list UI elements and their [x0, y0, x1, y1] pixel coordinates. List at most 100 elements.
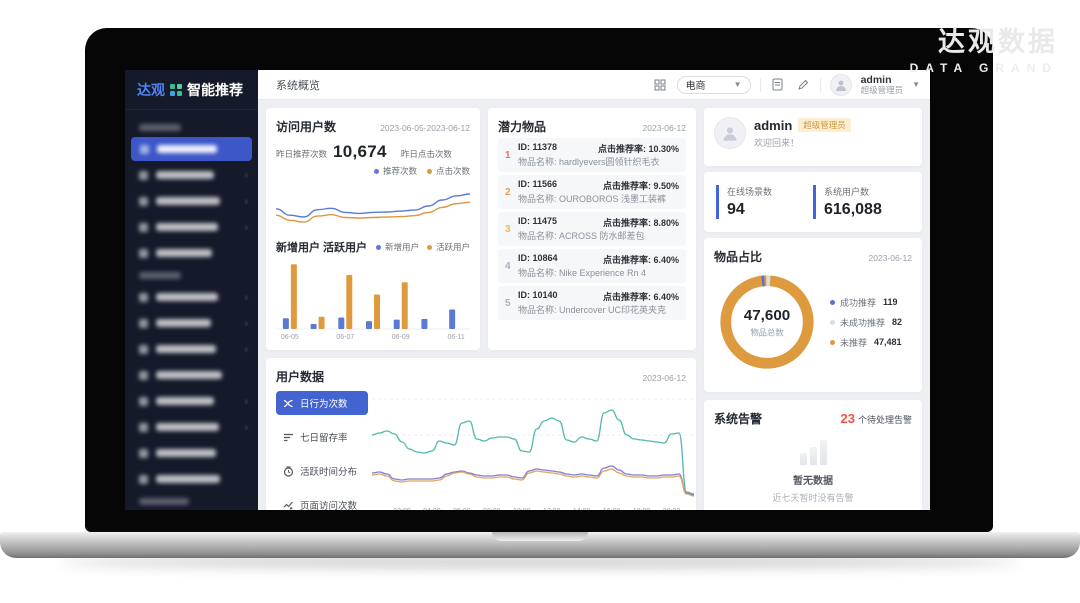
system-stats-card: 在线场景数 94 系统用户数 616,088 [704, 172, 922, 232]
stat-label: 系统用户数 [824, 187, 870, 197]
item-rate: 点击推荐率: 6.40% [602, 292, 679, 302]
page-title: 系统概览 [276, 79, 320, 92]
yesterday-recommend-count: 10,674 [333, 142, 387, 161]
rank-badge: 5 [505, 297, 511, 309]
potential-item[interactable]: 5 ID: 10140 点击推荐率: 6.40% 物品名称: Undercover … [498, 286, 686, 320]
pen-icon[interactable] [795, 77, 811, 93]
tab-page-visits[interactable]: 页面访问次数 [276, 493, 368, 510]
item-id: ID: 10140 [518, 290, 558, 300]
legend-item: 成功推荐 119 [830, 296, 902, 309]
stat-label: 昨日推荐次数 [276, 149, 328, 159]
filter-icon [284, 433, 293, 441]
tab-seven-day-retention[interactable]: 七日留存率 [276, 425, 368, 449]
users-bars-legend: 新增用户 活跃用户 [375, 241, 470, 253]
rank-badge: 2 [505, 186, 511, 198]
item-name: 物品名称: hardlyevers圆领针织毛衣 [518, 157, 660, 167]
trend-cursor-icon [283, 501, 293, 509]
item-id: ID: 11566 [518, 179, 558, 189]
sidebar-item[interactable]: › [125, 188, 258, 214]
clock-icon [283, 465, 294, 477]
sidebar-item[interactable] [125, 466, 258, 492]
user-name: admin [860, 73, 892, 86]
item-name: 物品名称: Undercover UC印花英夹克 [518, 305, 667, 315]
svg-text:12:00: 12:00 [543, 508, 561, 510]
item-ratio-card: 物品占比 2023-06-12 47,600 物品总数 成功推荐 119 未成功推… [704, 238, 922, 392]
sidebar: 达观 智能推荐 › › › › › › › › [125, 70, 258, 510]
ratio-card-date: 2023-06-12 [868, 253, 912, 263]
svg-text:06-07: 06-07 [336, 334, 354, 341]
potential-card-title: 潜力物品 [498, 120, 547, 134]
stat-label: 昨日点击次数 [400, 149, 452, 159]
ratio-legend: 成功推荐 119 未成功推荐 82 未推荐 47,481 [830, 289, 902, 356]
potential-items-card: 潜力物品 2023-06-12 1 ID: 11378 点击推荐率: 10.30%… [488, 108, 696, 350]
app-window: 达观 智能推荐 › › › › › › › › [125, 70, 930, 510]
total-items-label: 物品总数 [750, 328, 784, 338]
users-bar-chart: 06-05 06-07 06-09 06-11 [276, 264, 470, 341]
sidebar-item[interactable]: › [125, 388, 258, 414]
legend-dot [373, 168, 379, 174]
stat-label: 在线场景数 [727, 187, 773, 197]
chevron-down-icon[interactable]: ▼ [912, 80, 920, 89]
sidebar-item[interactable]: › [125, 336, 258, 362]
legend-item: 未推荐 47,481 [830, 336, 902, 349]
sidebar-item[interactable]: › [125, 214, 258, 240]
item-rate: 点击推荐率: 8.80% [602, 218, 679, 228]
legend-item: 活跃用户 [426, 241, 470, 253]
scene-select[interactable]: 电商 ▼ [676, 75, 751, 94]
sidebar-item[interactable]: › [125, 284, 258, 310]
sidebar-item[interactable]: › [125, 414, 258, 440]
sidebar-menu: › › › › › › › › [125, 110, 258, 510]
svg-text:02:00: 02:00 [393, 508, 411, 510]
item-name: 物品名称: Nike Experience Rn 4 [518, 268, 647, 278]
rank-badge: 3 [505, 223, 511, 235]
sidebar-item[interactable]: › [125, 162, 258, 188]
potential-item[interactable]: 2 ID: 11566 点击推荐率: 9.50% 物品名称: OUROBOROS 浅… [498, 175, 686, 209]
rank-badge: 1 [505, 149, 511, 161]
user-avatar[interactable] [829, 73, 852, 96]
laptop-shadow [60, 556, 1020, 568]
potential-item[interactable]: 3 ID: 11475 点击推荐率: 8.80% 物品名称: ACROSS 防水邮差… [498, 212, 686, 246]
divider [819, 77, 821, 92]
item-id: ID: 10864 [518, 253, 558, 263]
pending-alerts[interactable]: 23 个待处理告警 [841, 411, 912, 426]
potential-item[interactable]: 4 ID: 10864 点击推荐率: 6.40% 物品名称: Nike Experi… [498, 249, 686, 283]
sidebar-item[interactable] [125, 440, 258, 466]
item-name: 物品名称: OUROBOROS 浅墨工装裤 [518, 194, 667, 204]
user-menu[interactable]: admin 超级管理员 [861, 74, 904, 96]
topbar: 系统概览 电商 ▼ [258, 70, 930, 100]
user-role: 超级管理员 [860, 84, 904, 95]
empty-title: 暂无数据 [793, 476, 833, 487]
alerts-empty-state: 暂无数据 近七天暂时没有告警 [714, 439, 912, 504]
tab-daily-behavior[interactable]: 日行为次数 [276, 391, 368, 415]
sidebar-item[interactable]: › [125, 310, 258, 336]
scene-select-value: 电商 [685, 81, 706, 92]
laptop-base-notch [492, 532, 588, 541]
sidebar-item[interactable] [125, 240, 258, 266]
legend-dot [830, 339, 835, 345]
role-badge: 超级管理员 [798, 118, 851, 132]
document-icon[interactable] [770, 77, 786, 93]
legend-item: 未成功推荐 82 [830, 316, 902, 329]
user-data-tabs: 日行为次数 七日留存率 活跃时间分布 页面访问次数 [276, 391, 368, 510]
sidebar-item[interactable] [125, 362, 258, 388]
user-data-date: 2023-06-12 [642, 373, 686, 383]
no-data-bars-icon [799, 439, 827, 465]
topbar-actions: 电商 ▼ admin 超级管理员 ▼ [652, 73, 920, 96]
svg-text:06-05: 06-05 [281, 334, 299, 341]
item-id: ID: 11378 [518, 142, 558, 152]
sidebar-section-label [125, 266, 258, 284]
grid-apps-icon[interactable] [652, 77, 668, 93]
tab-active-time-distribution[interactable]: 活跃时间分布 [276, 459, 368, 483]
sidebar-item-active[interactable] [131, 137, 252, 161]
svg-text:18:00: 18:00 [633, 508, 651, 510]
ratio-card-title: 物品占比 [714, 250, 763, 264]
profile-avatar[interactable] [714, 117, 746, 149]
svg-text:20:00: 20:00 [663, 508, 681, 510]
legend-dot [426, 168, 432, 174]
visit-card-date-range: 2023-06-05-2023-06-12 [380, 123, 470, 133]
legend-dot [830, 299, 835, 305]
chevron-down-icon: ▼ [733, 80, 742, 89]
total-items-value: 47,600 [744, 307, 791, 324]
potential-item[interactable]: 1 ID: 11378 点击推荐率: 10.30% 物品名称: hardlyever… [498, 138, 686, 172]
